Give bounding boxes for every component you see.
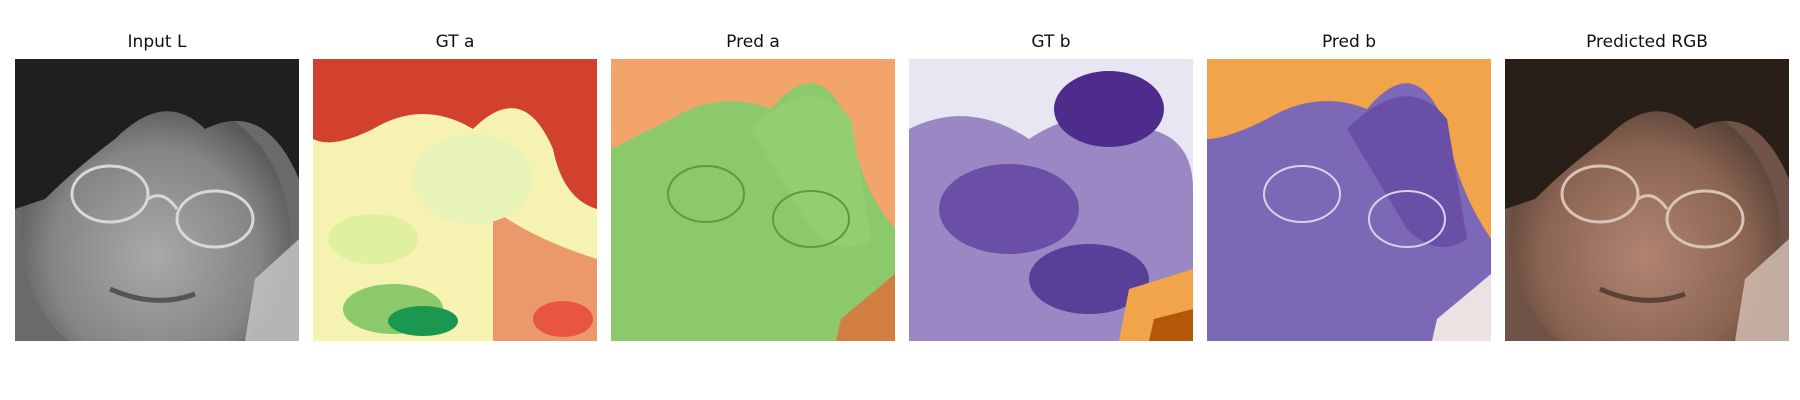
panel-title: Pred a <box>726 32 780 52</box>
panel-title: GT b <box>1031 32 1071 52</box>
gt-a-image <box>313 59 597 341</box>
panel-title: Input L <box>127 32 187 52</box>
input-l-image <box>15 59 299 341</box>
gt-b-image <box>909 59 1193 341</box>
panel-title: Pred b <box>1321 32 1376 52</box>
panel-title: Predicted RGB <box>1586 32 1708 52</box>
pred-a-image <box>611 59 895 341</box>
pred-b-image <box>1207 59 1491 341</box>
panel-title: GT a <box>435 32 475 52</box>
predicted-rgb-image <box>1505 59 1789 341</box>
